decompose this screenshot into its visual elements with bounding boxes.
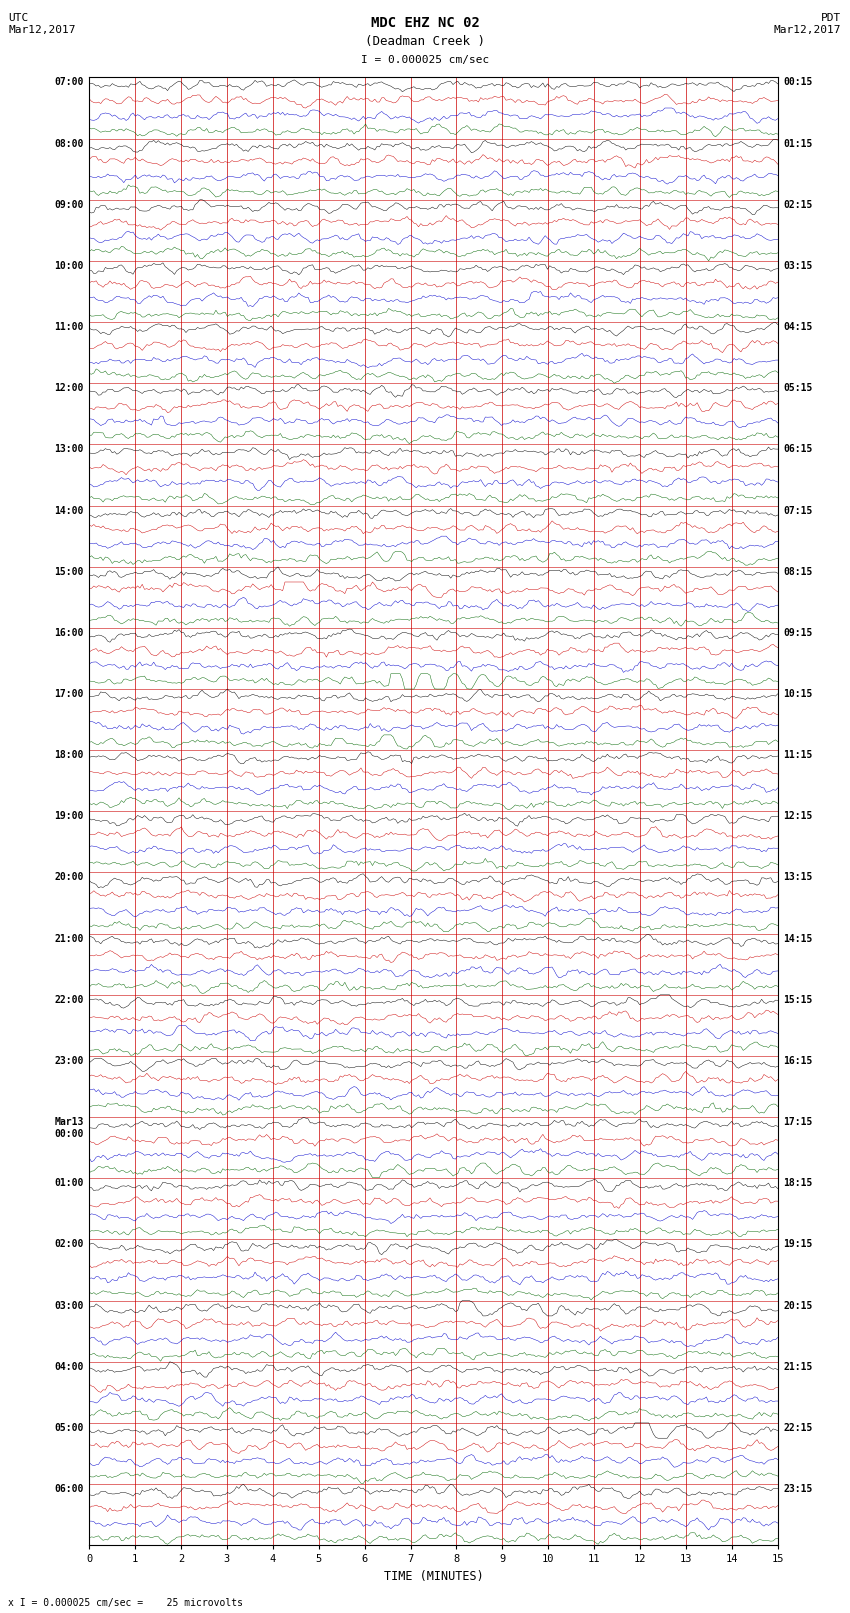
Text: 00:15: 00:15 <box>784 77 813 87</box>
Text: 10:15: 10:15 <box>784 689 813 698</box>
Text: 06:00: 06:00 <box>54 1484 83 1494</box>
Text: 01:00: 01:00 <box>54 1177 83 1189</box>
Text: MDC EHZ NC 02: MDC EHZ NC 02 <box>371 16 479 31</box>
Text: (Deadman Creek ): (Deadman Creek ) <box>365 35 485 48</box>
Text: 20:00: 20:00 <box>54 873 83 882</box>
Text: 14:15: 14:15 <box>784 934 813 944</box>
Text: I = 0.000025 cm/sec: I = 0.000025 cm/sec <box>361 55 489 65</box>
Text: 14:00: 14:00 <box>54 505 83 516</box>
Text: 01:15: 01:15 <box>784 139 813 148</box>
Text: 12:15: 12:15 <box>784 811 813 821</box>
Text: 16:15: 16:15 <box>784 1057 813 1066</box>
Text: 06:15: 06:15 <box>784 444 813 455</box>
Text: 21:00: 21:00 <box>54 934 83 944</box>
Text: x I = 0.000025 cm/sec =    25 microvolts: x I = 0.000025 cm/sec = 25 microvolts <box>8 1598 243 1608</box>
Text: 10:00: 10:00 <box>54 261 83 271</box>
Text: PDT
Mar12,2017: PDT Mar12,2017 <box>774 13 842 34</box>
Text: 22:00: 22:00 <box>54 995 83 1005</box>
Text: 13:00: 13:00 <box>54 444 83 455</box>
Text: 07:00: 07:00 <box>54 77 83 87</box>
Text: 23:15: 23:15 <box>784 1484 813 1494</box>
Text: 08:00: 08:00 <box>54 139 83 148</box>
Text: 05:00: 05:00 <box>54 1423 83 1432</box>
Text: 17:15: 17:15 <box>784 1118 813 1127</box>
Text: 04:15: 04:15 <box>784 323 813 332</box>
Text: 04:00: 04:00 <box>54 1361 83 1371</box>
Text: 16:00: 16:00 <box>54 627 83 637</box>
Text: 19:00: 19:00 <box>54 811 83 821</box>
Text: 02:00: 02:00 <box>54 1239 83 1250</box>
Text: 12:00: 12:00 <box>54 384 83 394</box>
Text: 03:15: 03:15 <box>784 261 813 271</box>
Text: 18:00: 18:00 <box>54 750 83 760</box>
Text: 15:15: 15:15 <box>784 995 813 1005</box>
Text: 07:15: 07:15 <box>784 505 813 516</box>
Text: 17:00: 17:00 <box>54 689 83 698</box>
Text: Mar13
00:00: Mar13 00:00 <box>54 1118 83 1139</box>
Text: 13:15: 13:15 <box>784 873 813 882</box>
Text: 22:15: 22:15 <box>784 1423 813 1432</box>
Text: 11:00: 11:00 <box>54 323 83 332</box>
Text: 09:00: 09:00 <box>54 200 83 210</box>
Text: 03:00: 03:00 <box>54 1300 83 1311</box>
Text: UTC
Mar12,2017: UTC Mar12,2017 <box>8 13 76 34</box>
X-axis label: TIME (MINUTES): TIME (MINUTES) <box>383 1569 484 1582</box>
Text: 05:15: 05:15 <box>784 384 813 394</box>
Text: 19:15: 19:15 <box>784 1239 813 1250</box>
Text: 09:15: 09:15 <box>784 627 813 637</box>
Text: 18:15: 18:15 <box>784 1177 813 1189</box>
Text: 21:15: 21:15 <box>784 1361 813 1371</box>
Text: 08:15: 08:15 <box>784 566 813 577</box>
Text: 11:15: 11:15 <box>784 750 813 760</box>
Text: 15:00: 15:00 <box>54 566 83 577</box>
Text: 23:00: 23:00 <box>54 1057 83 1066</box>
Text: 20:15: 20:15 <box>784 1300 813 1311</box>
Text: 02:15: 02:15 <box>784 200 813 210</box>
